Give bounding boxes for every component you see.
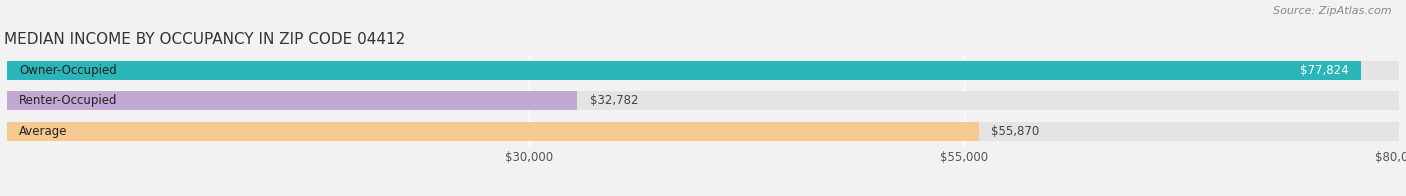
Bar (7, 61, 1361, 80)
Bar (7, 61, 1399, 80)
Text: MEDIAN INCOME BY OCCUPANCY IN ZIP CODE 04412: MEDIAN INCOME BY OCCUPANCY IN ZIP CODE 0… (4, 32, 405, 47)
Text: $55,870: $55,870 (991, 125, 1039, 138)
Bar (7, 91, 1399, 111)
Text: Owner-Occupied: Owner-Occupied (20, 64, 117, 77)
Text: $77,824: $77,824 (1301, 64, 1348, 77)
Bar (7, 122, 1399, 141)
Text: Source: ZipAtlas.com: Source: ZipAtlas.com (1274, 6, 1392, 16)
Text: $32,782: $32,782 (589, 94, 638, 107)
Bar (7, 122, 979, 141)
Text: Average: Average (20, 125, 67, 138)
Bar (7, 91, 578, 111)
Text: Renter-Occupied: Renter-Occupied (20, 94, 118, 107)
